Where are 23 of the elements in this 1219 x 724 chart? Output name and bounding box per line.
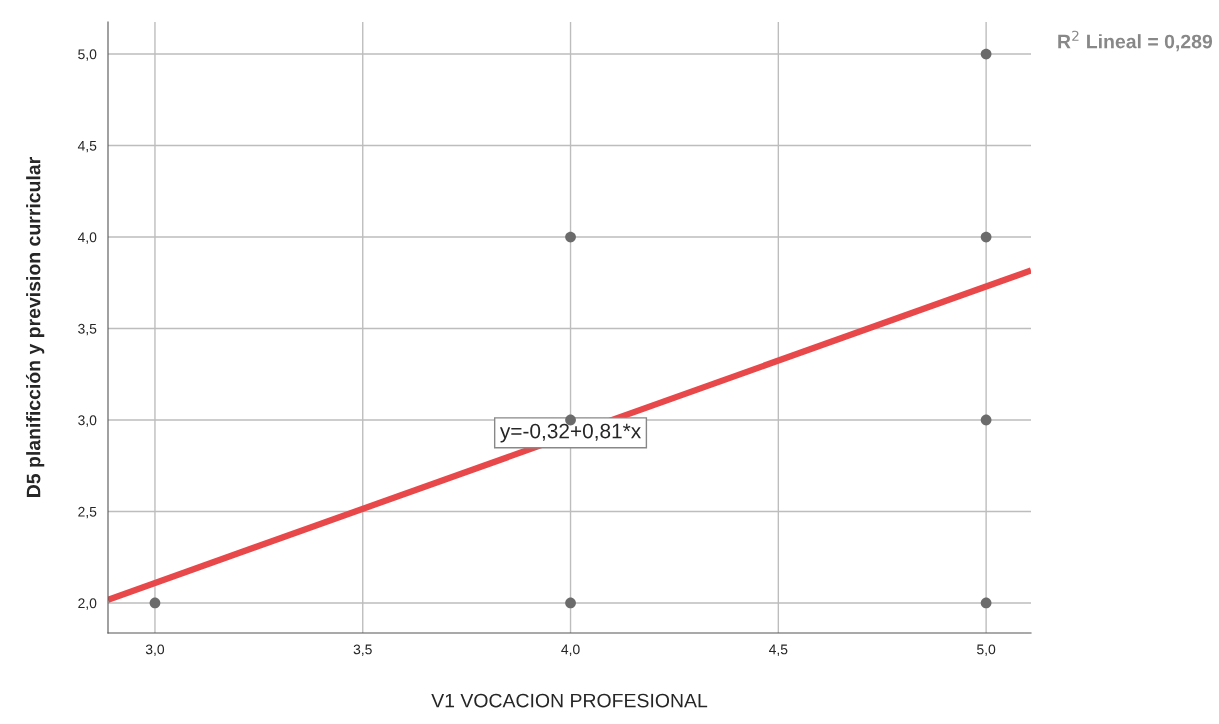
x-tick-label: 3,0 [145,644,165,656]
x-tick-label: 4,5 [768,644,788,656]
point [980,48,992,60]
y-tick-label: 5,0 [78,49,97,61]
y-tick-label: 4,5 [77,140,97,153]
y-tick-label: 2,5 [78,506,97,519]
y-axis-title: D5 planificción y prevision curricular [25,157,45,497]
y-tick-label: 2,0 [78,598,97,610]
annotation: y=-0,32+0,81*x [499,423,641,443]
y-tick-label: 3,5 [78,323,97,336]
point [149,597,161,609]
point [980,414,992,426]
point [980,597,992,609]
point [565,231,576,243]
x-tick-label: 4,0 [561,644,580,656]
x-axis-title: V1 VOCACION PROFESIONAL [431,693,708,708]
text: R$^{2}$ Lineal = 0,289 [1058,30,1213,52]
point [980,231,992,243]
y-tick-label: 4,0 [77,232,97,244]
x-tick-label: 3,5 [353,644,372,656]
y-tick-label: 3,0 [78,415,97,427]
point [565,597,576,609]
x-tick-label: 5,0 [977,644,996,656]
